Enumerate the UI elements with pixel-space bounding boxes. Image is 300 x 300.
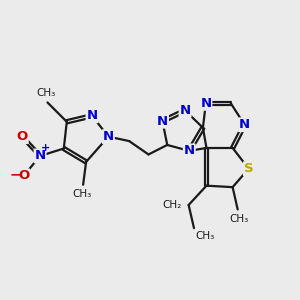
Text: CH₃: CH₃	[196, 231, 215, 241]
Text: N: N	[200, 97, 211, 110]
Text: N: N	[179, 104, 191, 117]
Text: N: N	[86, 109, 98, 122]
Text: CH₃: CH₃	[36, 88, 56, 98]
Text: +: +	[41, 142, 51, 153]
Text: CH₃: CH₃	[72, 189, 91, 199]
Text: CH₂: CH₂	[162, 200, 181, 210]
Text: O: O	[16, 130, 28, 143]
Text: N: N	[157, 115, 168, 128]
Text: N: N	[103, 130, 114, 143]
Text: S: S	[244, 162, 254, 175]
Text: N: N	[34, 149, 46, 162]
Text: CH₃: CH₃	[230, 214, 249, 224]
Text: O: O	[18, 169, 29, 182]
Text: −: −	[10, 167, 21, 182]
Text: N: N	[239, 118, 250, 131]
Text: N: N	[184, 144, 195, 158]
